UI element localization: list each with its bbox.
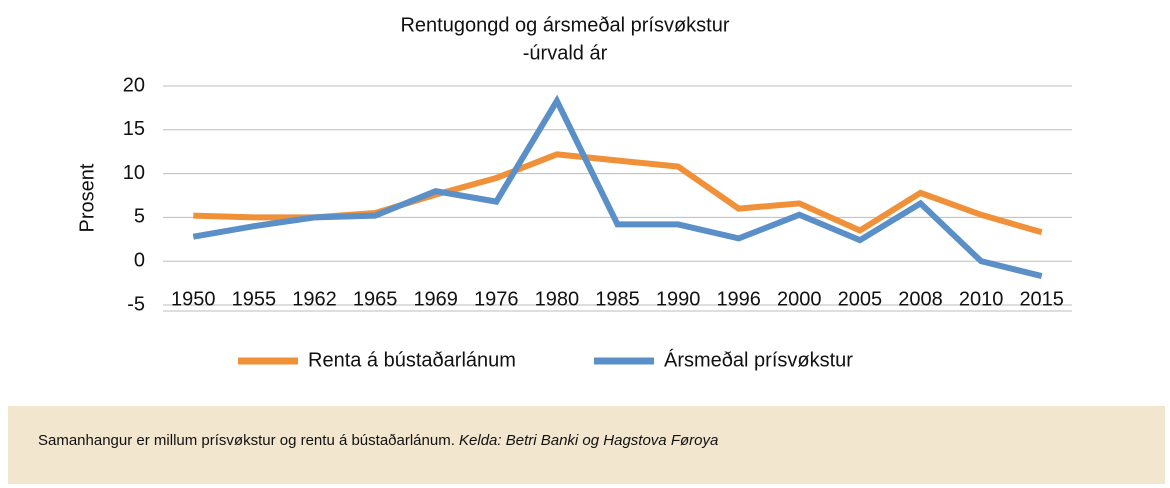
chart: Rentugongd og ársmeðal prísvøkstur -úrva… — [76, 14, 1072, 371]
y-tick-label: 20 — [123, 74, 145, 96]
footer: Samanhangur er millum prísvøkstur og ren… — [8, 406, 1165, 484]
x-tick-label: 1965 — [353, 288, 398, 310]
y-tick-label: 5 — [134, 206, 145, 228]
x-tick-label: 2005 — [838, 288, 883, 310]
x-tick-label: 1985 — [595, 288, 640, 310]
legend-label: Ársmeðal prísvøkstur — [664, 348, 853, 371]
x-tick-label: 2000 — [777, 288, 822, 310]
legend-label: Renta á bústaðarlánum — [308, 349, 516, 371]
x-tick-label: 1962 — [292, 288, 337, 310]
x-tick-label: 2008 — [898, 288, 943, 310]
footer-text: Samanhangur er millum prísvøkstur og ren… — [38, 432, 718, 449]
line-series — [192, 94, 1043, 280]
x-tick-label: 1955 — [232, 288, 277, 310]
y-tick-label: 0 — [134, 249, 145, 271]
x-tick-label: 2015 — [1019, 288, 1064, 310]
footer-note: Samanhangur er millum prísvøkstur og ren… — [38, 432, 455, 449]
x-tick-label: 1950 — [171, 288, 216, 310]
chart-subtitle: -úrvald ár — [523, 42, 608, 64]
x-tick-label: 2010 — [959, 288, 1004, 310]
y-axis-label: Prosent — [76, 163, 98, 232]
x-tick-label: 1990 — [656, 288, 701, 310]
y-tick-label: 15 — [123, 118, 145, 140]
y-tick-label: 10 — [123, 162, 145, 184]
footer-source: Kelda: Betri Banki og Hagstova Føroya — [459, 432, 719, 449]
x-tick-label: 1980 — [535, 288, 580, 310]
x-tick-label: 1969 — [413, 288, 458, 310]
y-tick-label: -5 — [127, 293, 145, 315]
x-tick-label: 1996 — [716, 288, 761, 310]
chart-title: Rentugongd og ársmeðal prísvøkstur — [400, 14, 729, 36]
x-tick-label: 1976 — [474, 288, 519, 310]
